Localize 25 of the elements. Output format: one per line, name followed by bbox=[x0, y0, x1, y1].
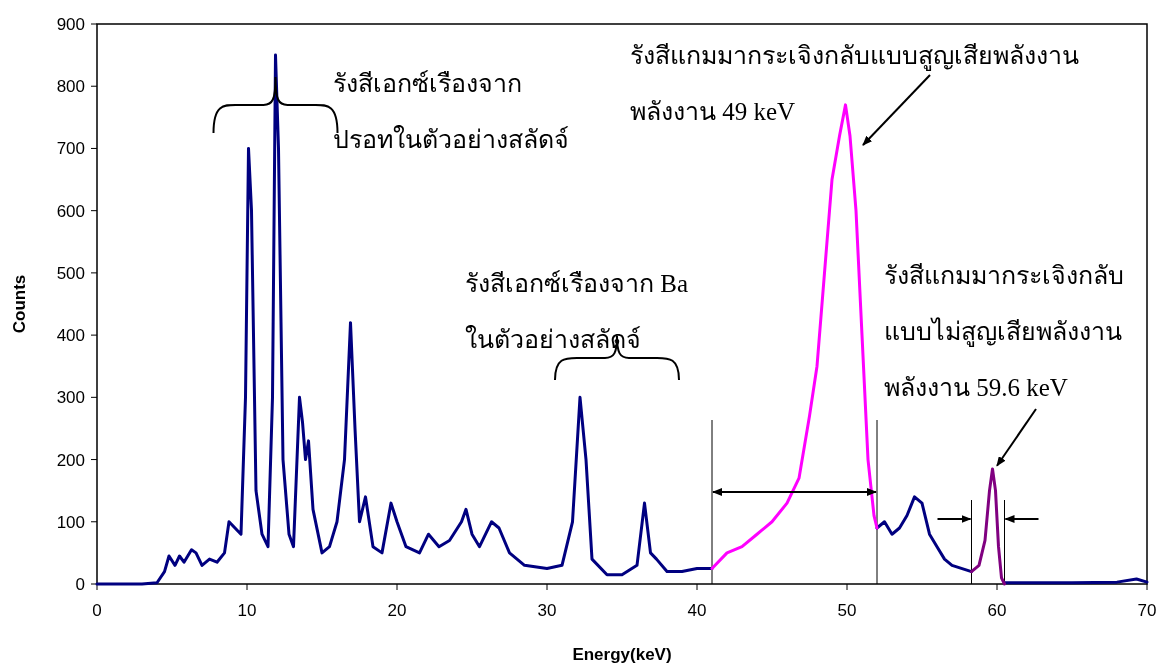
y-tick-label: 600 bbox=[56, 201, 85, 221]
y-tick-label: 700 bbox=[56, 139, 85, 159]
y-tick-label: 200 bbox=[56, 450, 85, 470]
x-axis-title: Energy(keV) bbox=[572, 645, 672, 664]
annotation: รังสีแกมมากระเจิงกลับ แบบไม่สูญเสียพลังงาน พลังงาน 59.6 keV bbox=[884, 262, 1124, 401]
x-tick-label: 40 bbox=[687, 601, 707, 620]
x-tick-label: 0 bbox=[92, 601, 102, 620]
y-tick-label: 300 bbox=[56, 388, 85, 408]
annotation: รังสีเอกซ์เรืองจาก Ba ในตัวอย่างสลัดจ์ bbox=[465, 270, 689, 353]
annotation: รังสีเอกซ์เรืองจาก ปรอทในตัวอย่างสลัดจ์ bbox=[333, 70, 569, 153]
y-tick-label: 800 bbox=[56, 77, 85, 97]
y-tick-label: 500 bbox=[56, 263, 85, 283]
y-tick-label: 100 bbox=[56, 512, 85, 532]
y-tick-label: 0 bbox=[75, 575, 85, 594]
y-axis-title: Counts bbox=[10, 274, 29, 334]
x-tick-label: 70 bbox=[1137, 601, 1157, 620]
x-tick-label: 30 bbox=[537, 601, 557, 620]
x-tick-label: 50 bbox=[837, 601, 857, 620]
x-tick-label: 20 bbox=[387, 601, 407, 620]
annotation: รังสีแกมมากระเจิงกลับแบบสูญเสียพลังงาน พลังงาน 49 keV bbox=[630, 42, 1079, 125]
x-tick-label: 60 bbox=[987, 601, 1007, 620]
line-series bbox=[970, 467, 1006, 586]
y-tick-label: 900 bbox=[56, 15, 85, 34]
y-tick-label: 400 bbox=[56, 326, 85, 346]
x-tick-label: 10 bbox=[237, 601, 257, 620]
